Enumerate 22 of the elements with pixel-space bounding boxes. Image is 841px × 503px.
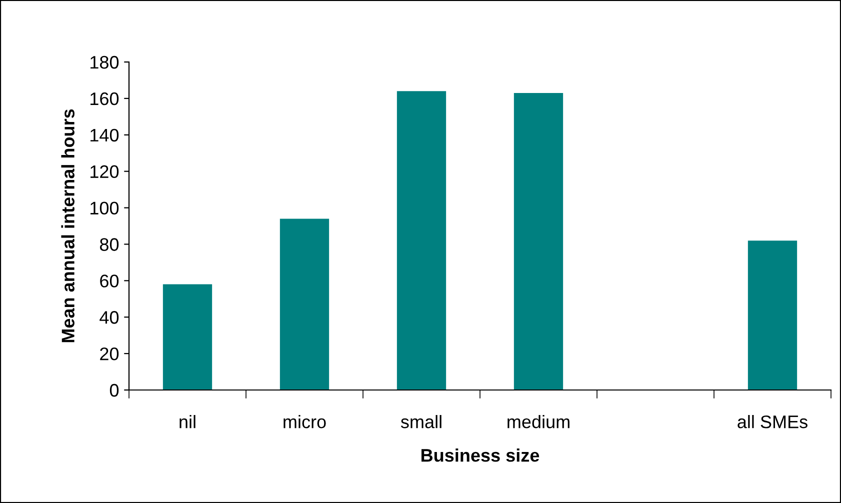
y-tick-label: 40 xyxy=(100,311,119,324)
y-tick-label: 140 xyxy=(90,128,119,142)
bar xyxy=(396,91,446,390)
x-axis-title: Business size xyxy=(422,448,540,462)
y-tick-label: 80 xyxy=(100,238,119,251)
y-tick-label: 120 xyxy=(90,165,119,178)
bar xyxy=(748,240,798,390)
y-tick-label: 20 xyxy=(100,347,119,360)
x-tick-label: all SMEs xyxy=(738,415,808,428)
y-tick-label: 180 xyxy=(90,56,119,69)
x-tick-label: small xyxy=(400,415,442,428)
bar xyxy=(280,218,330,390)
y-tick-label: 100 xyxy=(90,202,119,214)
bar xyxy=(162,284,212,390)
x-tick-label: micro xyxy=(284,415,326,428)
bar xyxy=(514,92,564,390)
x-tick-label: nil xyxy=(180,415,196,428)
x-tick-label: medium xyxy=(508,415,570,428)
y-tick-label: 60 xyxy=(100,274,119,288)
y-tick-label: 160 xyxy=(90,92,119,106)
y-tick-label: 0 xyxy=(110,384,119,397)
y-axis-title: Mean annual internal hours xyxy=(61,109,74,342)
